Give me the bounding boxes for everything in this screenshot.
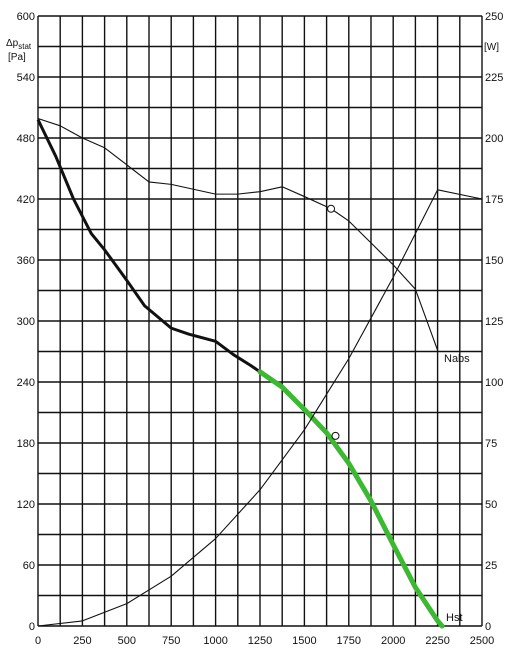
grid-layer: [37, 15, 483, 627]
y-right-tick-label: 175: [485, 194, 503, 206]
y-left-tick-label: 480: [17, 133, 35, 145]
y-left-tick-label: 540: [17, 72, 35, 84]
y-left-subscript: stat: [18, 42, 32, 51]
series-layer: [36, 117, 483, 629]
tick-layer: 0 250 500 750 1000 1250 1500 1750 2000 2250 250006…: [17, 11, 504, 647]
y-right-tick-label: 25: [485, 560, 497, 572]
x-tick-label: 250: [73, 635, 91, 647]
y-left-tick-label: 180: [17, 438, 35, 450]
x-tick-label: 500: [118, 635, 136, 647]
x-tick-label: 0: [35, 635, 41, 647]
y-left-axis-unit: [Pa]: [8, 52, 26, 63]
x-tick-label: 1250: [248, 635, 272, 647]
x-tick-label: 1000: [203, 635, 227, 647]
operating-point-marker: [327, 204, 336, 213]
y-left-tick-label: 300: [17, 316, 35, 328]
y-right-axis-unit: [W]: [484, 42, 499, 53]
y-left-tick-label: 420: [17, 194, 35, 206]
series-label-hst: Hst: [446, 612, 463, 624]
x-tick-label: 1500: [292, 635, 316, 647]
y-right-tick-label: 200: [485, 133, 503, 145]
series-line-hst: [36, 119, 261, 374]
y-right-tick-label: 75: [485, 438, 497, 450]
x-tick-label: 2250: [425, 635, 449, 647]
y-left-symbol: Δp: [6, 38, 19, 49]
y-left-tick-label: 240: [17, 377, 35, 389]
y-right-tick-label: 125: [485, 316, 503, 328]
y-right-tick-label: 250: [485, 11, 503, 23]
series-label-nabs: Nabs: [444, 353, 470, 365]
y-left-tick-label: 60: [23, 560, 35, 572]
y-right-tick-label: 150: [485, 255, 503, 267]
x-tick-label: 750: [162, 635, 180, 647]
series-line-hst-highlight: [257, 369, 445, 629]
series-line-nabs: [37, 117, 439, 351]
x-tick-label: 2000: [381, 635, 405, 647]
y-left-axis-title: Δpstat: [6, 38, 32, 51]
x-tick-label: 1750: [337, 635, 361, 647]
y-left-tick-label: 0: [29, 621, 35, 633]
y-right-tick-label: 225: [485, 72, 503, 84]
x-tick-label: 2500: [470, 635, 494, 647]
y-left-tick-label: 120: [17, 499, 35, 511]
series-line-system-curve: [37, 189, 483, 627]
y-right-tick-label: 50: [485, 499, 497, 511]
y-left-tick-label: 600: [17, 11, 35, 23]
y-right-tick-label: 100: [485, 377, 503, 389]
y-right-tick-label: 0: [485, 621, 491, 633]
y-left-tick-label: 360: [17, 255, 35, 267]
operating-point-marker: [331, 431, 340, 440]
